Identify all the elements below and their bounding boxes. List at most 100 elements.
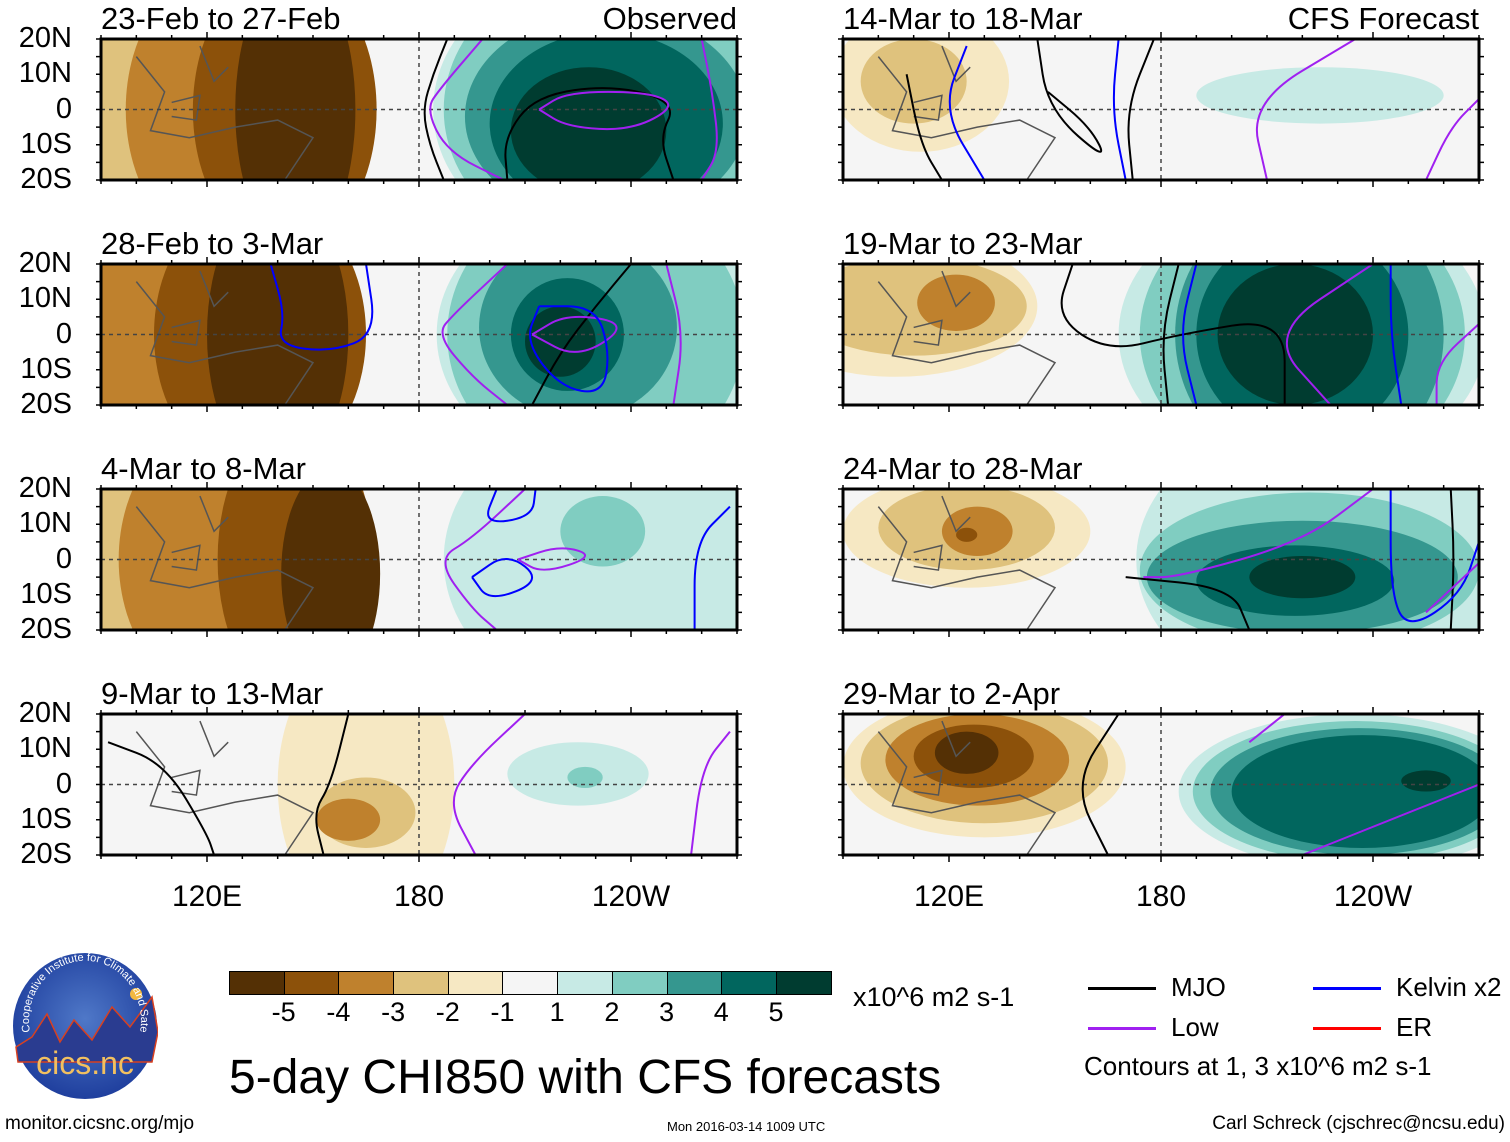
map-panel	[838, 707, 1484, 862]
colorbar-swatch	[394, 972, 449, 994]
low-contour	[665, 264, 682, 405]
legend-label: Low	[1171, 1012, 1219, 1042]
legend-swatch-kelvin	[1313, 987, 1381, 990]
kelvin-contour	[487, 489, 537, 523]
low-contour	[700, 39, 718, 180]
kelvin-contour	[269, 264, 374, 351]
kelvin-contour	[1182, 264, 1198, 405]
map-panel	[96, 257, 742, 412]
colorbar-swatch	[448, 972, 504, 994]
kelvin-contour	[529, 305, 609, 393]
field-contour-region	[510, 67, 667, 180]
legend-label: Kelvin x2	[1396, 972, 1502, 1002]
colorbar-tick-label: 4	[713, 997, 729, 1027]
lat-tick-label: 0	[55, 92, 72, 125]
colorbar-swatch	[722, 972, 777, 994]
low-contour	[1301, 783, 1479, 855]
field-contour-region	[1196, 67, 1444, 124]
colorbar	[229, 971, 832, 995]
colorbar-swatch	[612, 972, 668, 994]
low-contour	[441, 264, 509, 405]
mjo-contour	[1449, 489, 1455, 630]
field-contour-region	[956, 527, 978, 542]
kelvin-contour	[948, 45, 986, 180]
coastline	[877, 495, 1057, 630]
mjo-contour	[107, 741, 216, 855]
mjo-contour	[1127, 39, 1155, 180]
mjo-contour	[531, 264, 632, 405]
lat-tick-label: 20S	[20, 388, 72, 420]
map-panel	[838, 482, 1484, 637]
lat-tick-label: 10N	[18, 732, 72, 765]
low-contour	[452, 714, 526, 855]
lat-tick-label: 10S	[20, 577, 72, 610]
lat-tick-label: 20N	[18, 697, 72, 729]
lon-tick-label: 120W	[591, 880, 671, 913]
kelvin-contour	[1112, 39, 1127, 180]
cics-logo: Cooperative Institute for Climate and Sa…	[12, 952, 158, 1099]
lat-tick-label: 20S	[20, 613, 72, 645]
low-contour	[1256, 39, 1356, 180]
lat-tick-label: 0	[55, 317, 72, 350]
mjo-contour	[315, 714, 350, 855]
low-contour	[444, 489, 526, 630]
map-panel	[838, 257, 1484, 412]
colorbar-tick-label: -3	[381, 997, 406, 1027]
legend-label: MJO	[1171, 972, 1226, 1002]
field-contour-region	[917, 274, 995, 331]
low-contour	[690, 730, 731, 855]
coastline	[877, 720, 1057, 855]
mjo-contour	[423, 39, 449, 180]
legend-label: ER	[1396, 1012, 1433, 1042]
colorbar-tick-label: -4	[326, 997, 351, 1027]
field-contour-region	[941, 506, 1013, 556]
colorbar-units: x10^6 m2 s-1	[853, 982, 1015, 1012]
footer-author: Carl Schreck (cjschrec@ncsu.edu)	[1212, 1113, 1505, 1134]
mjo-contour	[1125, 576, 1251, 630]
lon-tick-label: 120E	[171, 880, 243, 913]
field-contour-region	[525, 306, 596, 377]
panel-title: 14-Mar to 18-Mar	[843, 1, 1083, 36]
lon-tick-label: 180	[393, 880, 445, 913]
footer-timestamp: Mon 2016-03-14 1009 UTC	[667, 1119, 826, 1134]
mjo-contour	[1036, 39, 1103, 153]
lat-tick-label: 10S	[20, 802, 72, 835]
colorbar-swatch	[339, 972, 395, 994]
colorbar-swatch	[284, 972, 340, 994]
field-contour-region	[560, 496, 646, 567]
mjo-contour	[1060, 264, 1286, 405]
lon-tick-label: 180	[1135, 880, 1187, 913]
low-contour	[1285, 264, 1374, 405]
field-contour-region	[1217, 264, 1373, 405]
coastline	[135, 495, 315, 630]
panel-title: 24-Mar to 28-Mar	[843, 451, 1083, 486]
lat-tick-label: 20S	[20, 838, 72, 870]
mjo-contour	[1081, 714, 1120, 855]
field-contour-region	[1401, 770, 1451, 792]
low-contour	[531, 315, 618, 353]
lat-tick-label: 0	[55, 767, 72, 800]
panel-title: 19-Mar to 23-Mar	[843, 226, 1083, 261]
field-contour-region	[1249, 555, 1356, 599]
colorbar-swatch	[558, 972, 613, 994]
footer-url[interactable]: monitor.cicsnc.org/mjo	[5, 1113, 195, 1134]
column-label: CFS Forecast	[1287, 1, 1479, 36]
map-panel	[96, 32, 742, 187]
field-contour-region	[934, 731, 999, 774]
lon-tick-label: 120W	[1333, 880, 1413, 913]
legend-swatch-er	[1313, 1027, 1381, 1030]
lat-tick-label: 10N	[18, 282, 72, 315]
panel-title: 28-Feb to 3-Mar	[101, 226, 324, 261]
colorbar-tick-label: 5	[768, 997, 784, 1027]
lat-tick-label: 20S	[20, 163, 72, 195]
low-contour	[517, 547, 587, 571]
coastline	[135, 45, 315, 180]
lat-tick-label: 20N	[18, 247, 72, 279]
panel-title: 23-Feb to 27-Feb	[101, 1, 341, 36]
lat-tick-label: 10N	[18, 507, 72, 540]
map-panel	[96, 482, 742, 637]
coastline	[135, 270, 315, 405]
mjo-contour	[905, 74, 943, 180]
kelvin-contour	[471, 558, 534, 598]
kelvin-contour	[1389, 264, 1403, 405]
